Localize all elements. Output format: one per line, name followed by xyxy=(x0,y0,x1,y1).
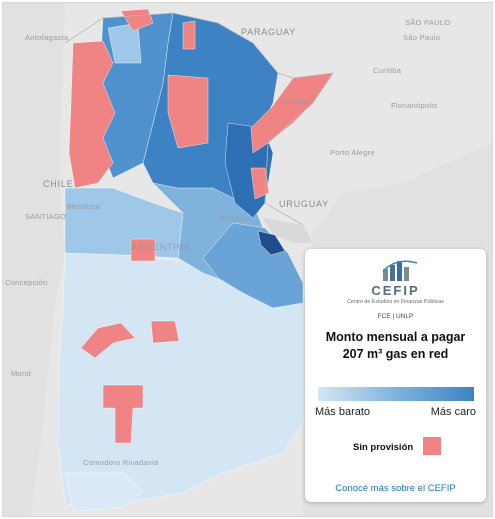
scale-high-label: Más caro xyxy=(430,406,476,418)
color-scale-bar xyxy=(318,387,474,401)
region-no-supply-patagonia2[interactable] xyxy=(150,320,180,344)
cefip-more-link[interactable]: Conocé más sobre el CEFIP xyxy=(335,483,456,494)
label-argentina: ARGENTINA xyxy=(131,242,191,252)
label-montt: Montt xyxy=(11,369,32,378)
region-no-supply-west[interactable] xyxy=(68,40,116,189)
region-no-supply-chaco2[interactable] xyxy=(182,20,196,50)
scale-low-label: Más barato xyxy=(315,406,371,418)
label-sao-paulo-city: São Paulo xyxy=(403,33,440,42)
no-supply-swatch xyxy=(423,437,441,455)
label-mendoza: Mendoza xyxy=(67,202,100,211)
label-comodoro: Comodoro Rivadavia xyxy=(83,458,159,467)
label-florianopolis: Florianópolis xyxy=(391,101,437,110)
region-far-north-light[interactable] xyxy=(107,22,142,64)
label-posadas: Posadas xyxy=(279,97,310,106)
logo-subtitle: Centro de Estudios en Finanzas Públicas xyxy=(347,299,444,305)
region-no-supply-corrientes[interactable] xyxy=(250,167,270,200)
legend-card: CEFIP Centro de Estudios en Finanzas Púb… xyxy=(305,249,486,502)
region-no-supply-patagonia1[interactable] xyxy=(80,322,136,359)
label-paraguay: PARAGUAY xyxy=(241,27,296,37)
legend-title: Monto mensual a pagar 207 m³ gas en red xyxy=(305,329,486,363)
no-supply-legend-row: Sin provisión xyxy=(305,437,486,457)
label-santiago: SANTIAGO xyxy=(25,212,66,221)
region-no-supply-north[interactable] xyxy=(120,8,154,32)
logo-org: FCE | UNLP xyxy=(377,313,414,320)
cefip-logo: CEFIP Centro de Estudios en Finanzas Púb… xyxy=(305,255,486,320)
argentina-regions xyxy=(57,8,334,512)
pacific-ocean xyxy=(3,3,65,516)
region-no-supply-chaco[interactable] xyxy=(167,74,209,149)
region-south-tip[interactable] xyxy=(64,472,144,512)
rio-de-la-plata xyxy=(263,218,313,243)
country-border-argentina xyxy=(64,12,334,226)
label-uruguay: URUGUAY xyxy=(279,199,329,209)
label-antofagasta: Antofagasta xyxy=(25,33,69,42)
label-porto-alegre: Porto Alegre xyxy=(330,148,375,157)
label-rosario: Rosario xyxy=(221,214,249,223)
logo-name: CEFIP xyxy=(371,283,420,298)
label-chile: CHILE xyxy=(43,179,74,189)
region-amba[interactable] xyxy=(257,230,286,256)
label-concepcion: Concepción xyxy=(5,278,48,287)
label-curitiba: Curitiba xyxy=(373,66,402,75)
map-labels: Antofagasta PARAGUAY SÃO PAULO São Paulo… xyxy=(5,18,451,467)
region-no-supply-santacruz[interactable] xyxy=(102,384,144,444)
legend-title-line1: Monto mensual a pagar xyxy=(325,330,466,344)
cefip-bars-logo-icon xyxy=(383,260,418,281)
label-sao-paulo-state: SÃO PAULO xyxy=(405,18,451,27)
region-no-supply-center[interactable] xyxy=(130,238,156,262)
legend-title-line2: 207 m³ gas en red xyxy=(342,347,449,361)
no-supply-label: Sin provisión xyxy=(353,442,414,453)
